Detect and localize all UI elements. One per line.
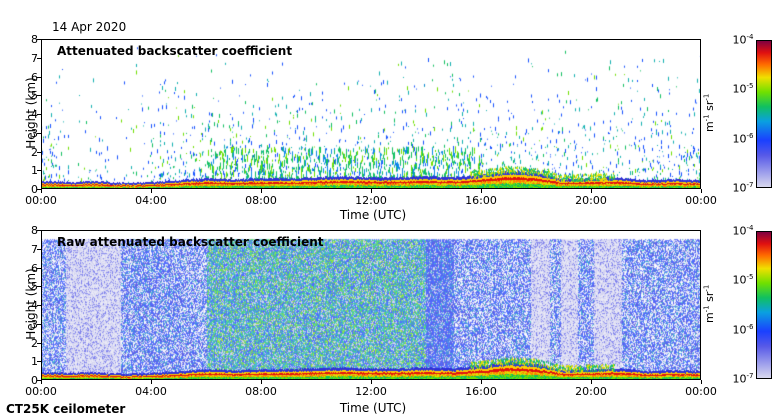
x-tick-label: 20:00: [575, 194, 607, 207]
y-tick-mark: [37, 76, 41, 78]
y-tick-label: 6: [31, 261, 38, 275]
y-tick-label: 4: [31, 108, 38, 121]
instrument-label: CT25K ceilometer: [6, 402, 126, 416]
colorbar-tick-label: 10-7: [732, 372, 754, 386]
x-tick-mark: [481, 380, 482, 384]
x-tick-label: 12:00: [355, 385, 387, 398]
y-tick-mark: [37, 57, 41, 59]
colorbar-unit-2: m-1 sr-1: [702, 284, 717, 324]
y-tick-mark: [37, 230, 41, 231]
y-tick-label: 0: [31, 183, 38, 196]
y-tick-label: 0: [31, 374, 38, 387]
y-tick-mark: [37, 380, 41, 381]
x-tick-mark: [701, 189, 702, 193]
y-tick-label: 2: [31, 145, 38, 159]
x-tick-mark: [151, 380, 152, 384]
x-axis-label-2: Time (UTC): [339, 401, 407, 415]
y-tick-label: 3: [31, 126, 38, 140]
x-tick-mark: [591, 380, 592, 384]
x-tick-label: 00:00: [685, 194, 717, 207]
x-tick-label: 00:00: [685, 385, 717, 398]
y-tick-label: 5: [31, 89, 38, 103]
x-tick-label: 00:00: [25, 385, 57, 398]
heatmap-plot-area-2: [41, 230, 701, 380]
x-axis-label-1: Time (UTC): [339, 208, 407, 222]
colorbar-tick-label: 10-6: [732, 131, 754, 146]
x-tick-label: 12:00: [355, 194, 387, 207]
y-tick-mark: [37, 248, 41, 250]
y-tick-label: 3: [31, 317, 38, 331]
x-tick-label: 00:00: [25, 194, 57, 207]
y-tick-label: 8: [31, 33, 38, 46]
heatmap-canvas-2: [41, 230, 701, 380]
x-tick-mark: [151, 189, 152, 193]
y-tick-mark: [37, 342, 41, 344]
y-tick-mark: [37, 305, 41, 306]
x-tick-mark: [371, 380, 372, 384]
x-tick-mark: [481, 189, 482, 193]
y-tick-label: 4: [31, 299, 38, 312]
x-tick-label: 20:00: [575, 385, 607, 398]
y-tick-mark: [37, 361, 41, 363]
x-tick-mark: [591, 189, 592, 193]
panel-title-1: Attenuated backscatter coefficient: [57, 44, 293, 58]
y-tick-label: 2: [31, 336, 38, 350]
y-tick-mark: [37, 95, 41, 97]
y-axis-label-1: Height (km): [24, 77, 38, 149]
y-tick-mark: [37, 39, 41, 40]
x-tick-label: 16:00: [465, 385, 497, 398]
colorbar-tick-label: 10-6: [732, 322, 754, 337]
colorbar-1: [756, 40, 772, 188]
y-tick-label: 7: [31, 51, 38, 65]
y-tick-label: 7: [31, 242, 38, 256]
y-tick-mark: [37, 323, 41, 325]
panel-title-2: Raw attenuated backscatter coefficient: [57, 235, 324, 249]
y-tick-mark: [37, 114, 41, 115]
x-tick-mark: [41, 189, 42, 193]
x-tick-mark: [261, 189, 262, 193]
y-tick-label: 1: [31, 164, 38, 178]
colorbar-2: [756, 231, 772, 379]
heatmap-plot-area-1: [41, 39, 701, 189]
y-tick-mark: [37, 132, 41, 134]
y-tick-mark: [37, 170, 41, 172]
y-tick-mark: [37, 151, 41, 153]
x-tick-mark: [701, 380, 702, 384]
heatmap-canvas-1: [41, 39, 701, 189]
colorbar-tick-label: 10-4: [732, 224, 754, 238]
colorbar-tick-label: 10-5: [732, 82, 754, 96]
x-tick-mark: [261, 380, 262, 384]
x-tick-mark: [371, 189, 372, 193]
x-tick-label: 04:00: [135, 385, 167, 398]
x-tick-label: 08:00: [245, 194, 277, 207]
colorbar-tick-label: 10-4: [732, 33, 754, 47]
colorbar-tick-label: 10-5: [732, 273, 754, 287]
x-tick-label: 16:00: [465, 194, 497, 207]
y-tick-mark: [37, 286, 41, 288]
y-tick-mark: [37, 189, 41, 190]
y-axis-label-2: Height (km): [24, 268, 38, 340]
x-tick-label: 04:00: [135, 194, 167, 207]
y-tick-mark: [37, 267, 41, 269]
y-tick-label: 6: [31, 70, 38, 84]
date-label: 14 Apr 2020: [52, 20, 127, 34]
y-tick-label: 8: [31, 224, 38, 237]
x-tick-label: 08:00: [245, 385, 277, 398]
y-tick-label: 5: [31, 280, 38, 294]
colorbar-unit-1: m-1 sr-1: [702, 93, 717, 133]
colorbar-tick-label: 10-7: [732, 181, 754, 195]
y-tick-label: 1: [31, 355, 38, 369]
x-tick-mark: [41, 380, 42, 384]
